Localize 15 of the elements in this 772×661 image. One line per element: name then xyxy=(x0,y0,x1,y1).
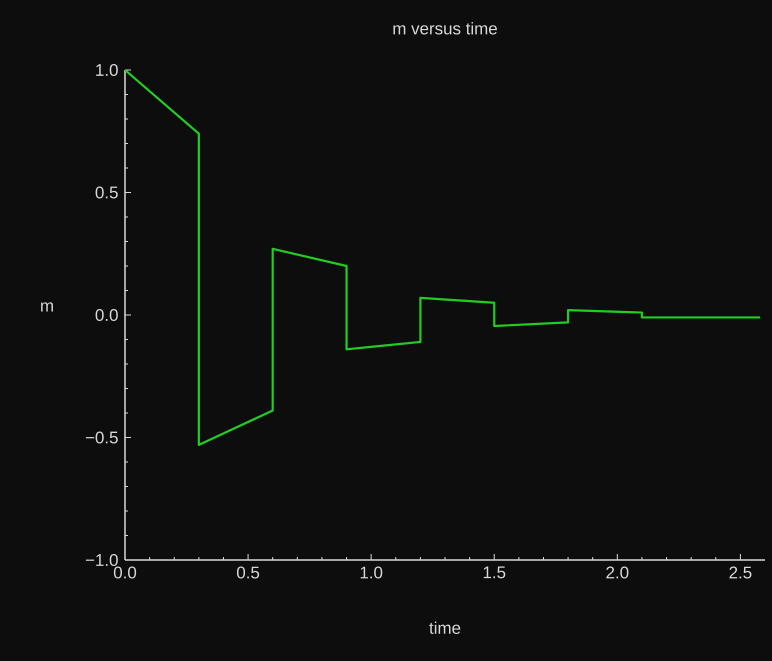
x-tick-label: 0.0 xyxy=(114,566,136,579)
y-tick-label: −1.0 xyxy=(86,554,118,566)
x-tick-label: 1.0 xyxy=(360,566,382,579)
y-tick-label: −0.5 xyxy=(86,432,118,444)
x-axis-title: time xyxy=(429,622,460,634)
x-tick-label: 0.5 xyxy=(236,566,260,579)
x-tick-label: 2.5 xyxy=(729,566,752,579)
line-series xyxy=(125,70,762,446)
x-tick-label: 1.5 xyxy=(484,566,506,578)
y-tick-label: 1.0 xyxy=(96,64,118,76)
x-tick-label: 2.0 xyxy=(606,566,628,579)
y-axis-title: m xyxy=(41,302,53,312)
y-tick-label: 0.0 xyxy=(96,309,118,321)
y-tick-label: 0.5 xyxy=(96,186,118,198)
chart-title: m versus time xyxy=(393,22,497,35)
